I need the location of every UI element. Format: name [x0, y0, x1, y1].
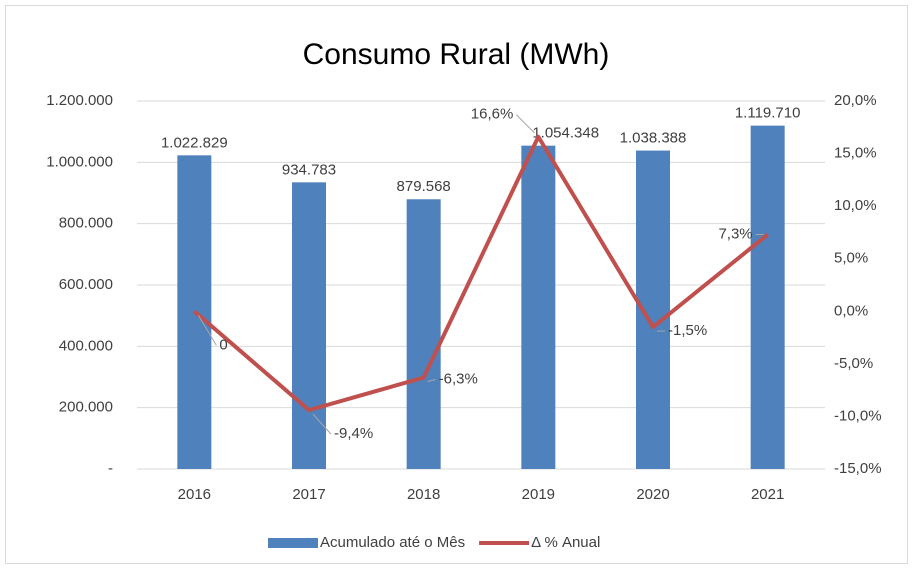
y2-tick-label: 0,0%: [834, 302, 868, 319]
y2-tick-label: -15,0%: [834, 460, 882, 477]
x-tick-label: 2020: [636, 486, 669, 503]
line-label: 16,6%: [471, 106, 514, 123]
leader-line: [312, 413, 332, 435]
y-tick-label: 800.000: [59, 215, 113, 232]
bar-label: 879.568: [397, 178, 451, 195]
y2-tick-label: -10,0%: [834, 407, 882, 424]
line-label: 7,3%: [718, 226, 752, 243]
bar-label: 1.119.710: [735, 105, 801, 122]
legend-label: Δ % Anual: [531, 534, 600, 551]
y-tick-label: -: [108, 460, 113, 477]
y-tick-label: 1.200.000: [46, 92, 113, 109]
y-tick-label: 1.000.000: [46, 153, 113, 170]
leader-line: [197, 315, 217, 346]
bar-label: 1.054.348: [532, 125, 599, 142]
y2-tick-label: -5,0%: [834, 355, 873, 372]
leader-line: [515, 114, 535, 134]
line-label: -9,4%: [334, 425, 373, 442]
y-tick-label: 600.000: [59, 276, 113, 293]
bar-label: 934.783: [282, 161, 336, 178]
line-label: -6,3%: [439, 370, 478, 387]
y-tick-label: 200.000: [59, 399, 113, 416]
x-tick-label: 2017: [292, 486, 325, 503]
legend-swatch: [268, 538, 318, 548]
y-tick-label: 400.000: [59, 337, 113, 354]
y2-tick-label: 5,0%: [834, 250, 868, 267]
line-label: -1,5%: [668, 322, 707, 339]
x-tick-label: 2021: [751, 486, 784, 503]
x-tick-label: 2019: [522, 486, 555, 503]
legend-label: Acumulado até o Mês: [320, 534, 465, 551]
bar: [521, 145, 556, 469]
line-label: 0: [219, 336, 227, 353]
bar: [292, 182, 326, 470]
bar: [406, 199, 441, 469]
bar: [750, 125, 785, 470]
y2-tick-label: 15,0%: [834, 145, 877, 162]
y2-tick-label: 20,0%: [834, 92, 877, 109]
chart-title: Consumo Rural (MWh): [303, 38, 610, 71]
leader-line: [427, 379, 436, 383]
bar-label: 1.022.829: [161, 134, 228, 151]
bar-label: 1.038.388: [620, 130, 687, 147]
y2-tick-label: 10,0%: [834, 197, 877, 214]
line: [193, 134, 769, 413]
x-tick-label: 2018: [407, 486, 440, 503]
x-tick-label: 2016: [178, 486, 211, 503]
